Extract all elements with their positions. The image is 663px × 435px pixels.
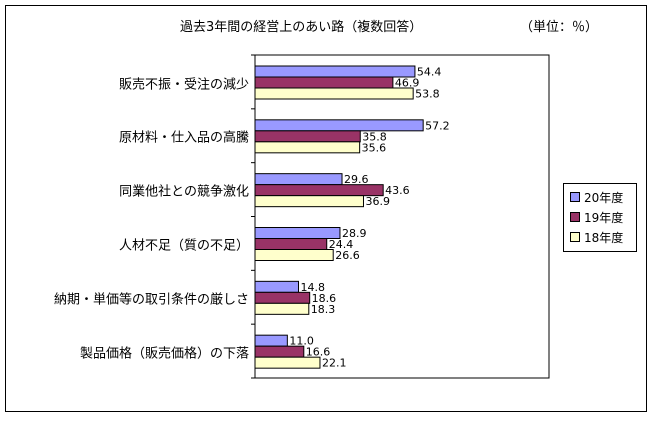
plot-area xyxy=(254,54,550,379)
category-label: 販売不振・受注の減少 xyxy=(118,77,249,92)
bar xyxy=(254,141,361,154)
data-label: 46.9 xyxy=(395,77,420,90)
data-label: 35.8 xyxy=(362,130,387,143)
category-label: 原材料・仕入品の高騰 xyxy=(118,130,249,146)
bar xyxy=(254,87,414,100)
category-label: 納期・単価等の取引条件の厳しさ xyxy=(53,292,249,308)
legend-item: 20年度 xyxy=(570,189,623,205)
bar xyxy=(254,334,288,347)
legend-swatch xyxy=(570,192,580,202)
bar xyxy=(254,291,311,304)
bar xyxy=(254,76,394,89)
legend-label: 20年度 xyxy=(584,190,624,205)
legend-label: 19年度 xyxy=(584,210,624,225)
data-label: 16.6 xyxy=(306,346,331,359)
data-label: 11.0 xyxy=(289,335,314,348)
data-label: 57.2 xyxy=(425,119,450,132)
bar xyxy=(254,280,300,293)
chart-title: 過去3年間の経営上のあい路（複数回答） xyxy=(180,20,423,35)
data-label: 18.3 xyxy=(311,303,336,316)
data-label: 24.4 xyxy=(329,238,354,251)
bar xyxy=(254,173,343,186)
data-label: 36.9 xyxy=(365,195,390,208)
legend: 20年度 19年度 18年度 xyxy=(563,183,637,252)
legend-label: 18年度 xyxy=(584,230,624,245)
legend-item: 19年度 xyxy=(570,209,623,225)
category-label: 同業他社との競争激化 xyxy=(119,184,249,200)
legend-item: 18年度 xyxy=(570,229,623,245)
data-label: 26.6 xyxy=(335,249,360,262)
data-label: 18.6 xyxy=(312,292,337,305)
data-label: 53.8 xyxy=(415,88,440,101)
bar xyxy=(254,249,334,261)
bar xyxy=(254,356,321,369)
bar xyxy=(254,227,341,239)
bar xyxy=(254,345,305,358)
data-label: 28.9 xyxy=(342,227,367,240)
data-label: 14.8 xyxy=(301,281,326,294)
legend-swatch xyxy=(570,232,580,242)
bar xyxy=(254,65,416,78)
data-label: 54.4 xyxy=(417,66,442,79)
bar xyxy=(254,130,361,143)
bar xyxy=(254,184,384,197)
data-label: 22.1 xyxy=(322,357,347,370)
data-label: 43.6 xyxy=(385,184,410,197)
bar xyxy=(254,119,424,132)
bar xyxy=(254,238,328,250)
category-label: 人材不足（質の不足） xyxy=(118,238,249,254)
category-label: 製品価格（販売価格）の下落 xyxy=(79,346,249,362)
unit-label: （単位：％） xyxy=(520,20,599,35)
legend-swatch xyxy=(570,212,580,222)
data-label: 35.6 xyxy=(362,141,387,154)
bar xyxy=(254,195,364,208)
data-label: 29.6 xyxy=(344,173,369,186)
bar xyxy=(254,302,310,315)
